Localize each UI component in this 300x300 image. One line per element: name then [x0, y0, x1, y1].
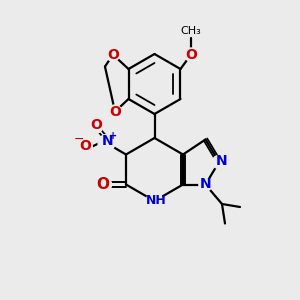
Circle shape — [98, 178, 112, 191]
Circle shape — [212, 155, 226, 169]
Text: N: N — [102, 134, 113, 148]
Text: N: N — [200, 178, 211, 191]
Circle shape — [184, 48, 198, 61]
Text: O: O — [109, 105, 121, 118]
Text: CH₃: CH₃ — [181, 26, 201, 37]
Circle shape — [108, 105, 122, 118]
Circle shape — [146, 193, 163, 209]
Text: O: O — [185, 48, 197, 62]
Text: NH: NH — [146, 194, 167, 208]
Circle shape — [76, 139, 92, 156]
Circle shape — [106, 48, 119, 61]
Circle shape — [98, 135, 115, 152]
Text: N: N — [216, 154, 227, 167]
Text: −: − — [74, 133, 84, 146]
Text: O: O — [107, 48, 119, 62]
Text: O: O — [79, 139, 91, 153]
Text: +: + — [109, 130, 117, 141]
Text: O: O — [96, 177, 109, 192]
Circle shape — [89, 120, 103, 133]
Text: O: O — [90, 118, 102, 132]
Circle shape — [199, 178, 212, 191]
